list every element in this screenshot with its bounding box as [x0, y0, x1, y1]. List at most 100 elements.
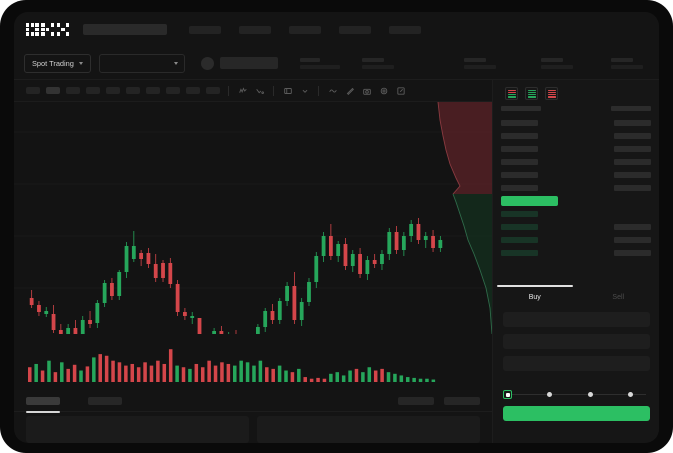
timeframe-more[interactable] [206, 87, 220, 94]
order-form [493, 312, 659, 371]
depth-chart [430, 102, 492, 334]
toolbar-divider [318, 85, 319, 96]
fullscreen-icon[interactable] [395, 85, 406, 96]
chevron-down-icon [173, 61, 178, 65]
ticker-pair[interactable] [200, 56, 278, 70]
line-chart-icon[interactable] [327, 85, 338, 96]
nav-item-more[interactable] [389, 25, 422, 34]
tab-open-orders[interactable] [26, 396, 60, 413]
header-nav [189, 25, 422, 34]
ob-mode-asks-icon[interactable] [545, 87, 558, 100]
orderbook-last-price[interactable] [501, 194, 651, 207]
candlestick-series [14, 131, 492, 334]
nav-item-markets[interactable] [239, 25, 272, 34]
logo-letter-x [56, 23, 70, 36]
orderbook-bid-row[interactable] [501, 233, 651, 246]
price-chart[interactable] [14, 102, 492, 334]
bottom-panel-left[interactable] [26, 416, 249, 443]
orderbook-list[interactable] [493, 106, 659, 259]
search-input[interactable] [83, 24, 168, 35]
column-header-price [501, 106, 541, 111]
okx-logo[interactable] [26, 23, 70, 36]
settings-gear-icon[interactable] [378, 85, 389, 96]
orders-tab-bar [14, 390, 492, 413]
timeframe-5m[interactable] [46, 87, 60, 94]
tab-order-history[interactable] [88, 396, 122, 405]
column-header-amount [611, 106, 651, 111]
orderbook-ask-row[interactable] [501, 116, 651, 129]
chevron-down-icon [78, 61, 83, 65]
volume-chart[interactable] [14, 334, 492, 390]
field-order-type[interactable] [503, 312, 650, 327]
volume-bars [28, 349, 436, 382]
orderbook-ask-row[interactable] [501, 129, 651, 142]
ob-mode-bids-icon[interactable] [525, 87, 538, 100]
candlestick-chart-icon[interactable] [237, 85, 248, 96]
slider-step-75[interactable] [628, 391, 633, 397]
timeframe-1mo[interactable] [186, 87, 200, 94]
bottom-panel-right[interactable] [257, 416, 480, 443]
logo-letter-o [26, 23, 39, 36]
chart-toolbar [14, 80, 492, 102]
stat-last-price [299, 57, 340, 69]
app-header [14, 12, 659, 47]
timeframe-1m[interactable] [26, 87, 40, 94]
orderbook-header [501, 106, 651, 111]
orderbook-ask-row[interactable] [501, 155, 651, 168]
timeframe-15m[interactable] [66, 87, 80, 94]
orders-actions [398, 396, 480, 405]
spot-trading-label: Spot Trading [32, 58, 74, 68]
tab-sell[interactable]: Sell [612, 293, 625, 301]
action-hide-other-pairs[interactable] [398, 396, 434, 405]
ob-mode-both-icon[interactable] [505, 87, 518, 100]
orderbook-ask-row[interactable] [501, 168, 651, 181]
orders-content [14, 412, 492, 443]
slider-step-50[interactable] [588, 391, 593, 397]
templates-icon[interactable] [282, 85, 293, 96]
stat-24h-low [540, 57, 573, 69]
orderbook-ask-row[interactable] [501, 181, 651, 194]
toolbar-divider [228, 85, 229, 96]
trade-side-tabs: Buy Sell [493, 285, 659, 309]
drawing-tools-icon[interactable] [344, 85, 355, 96]
stat-24h-high [463, 57, 496, 69]
stat-24h-volume [610, 57, 643, 69]
nav-item-buy-crypto[interactable] [189, 25, 222, 34]
app-screen: Spot Trading [14, 12, 659, 443]
coin-avatar-icon [200, 56, 214, 70]
logo-letter-k [41, 23, 55, 36]
timeframe-1h[interactable] [106, 87, 120, 94]
timeframe-4h[interactable] [126, 87, 140, 94]
action-cancel-all[interactable] [444, 396, 480, 405]
timeframe-30m[interactable] [86, 87, 100, 94]
orderbook-bid-row[interactable] [501, 207, 651, 220]
pair-selector-dropdown[interactable] [98, 53, 185, 73]
slider-handle[interactable] [503, 390, 512, 399]
field-amount[interactable] [503, 356, 650, 371]
orderbook-display-modes [493, 80, 659, 106]
orderbook-ask-row[interactable] [501, 142, 651, 155]
place-buy-order-button[interactable] [503, 406, 650, 421]
slider-step-25[interactable] [547, 391, 552, 397]
nav-item-earn[interactable] [339, 25, 372, 34]
toolbar-divider [273, 85, 274, 96]
ticker-bar: Spot Trading [14, 47, 659, 80]
tab-buy[interactable]: Buy [493, 285, 577, 309]
amount-percent-slider[interactable] [503, 388, 650, 400]
camera-icon[interactable] [361, 85, 372, 96]
orderbook-panel: Buy Sell [492, 80, 659, 443]
nav-item-trade[interactable] [289, 25, 322, 34]
slider-track [507, 393, 646, 395]
spot-trading-dropdown[interactable]: Spot Trading [24, 53, 91, 73]
depth-chart-series [437, 102, 492, 334]
field-price[interactable] [503, 334, 650, 349]
timeframe-1w[interactable] [166, 87, 180, 94]
indicators-icon[interactable] [254, 85, 265, 96]
stat-24h-change [361, 57, 394, 69]
orderbook-bid-row[interactable] [501, 246, 651, 259]
chevron-down-icon[interactable] [299, 85, 310, 96]
timeframe-1d[interactable] [146, 87, 160, 94]
pair-name [219, 57, 278, 69]
orderbook-bid-row[interactable] [501, 220, 651, 233]
